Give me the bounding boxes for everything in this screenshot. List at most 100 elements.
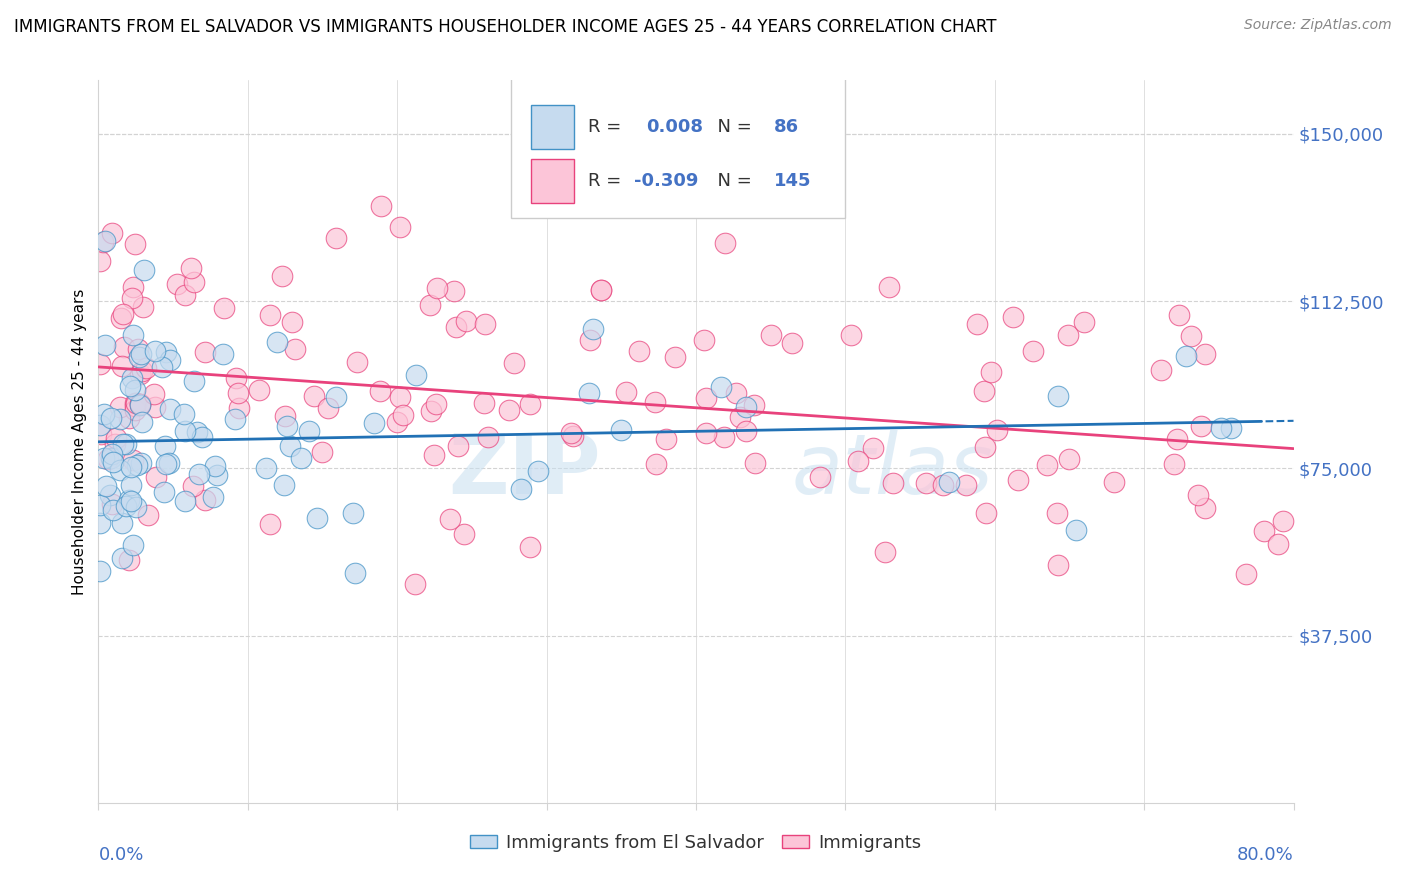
Point [128,399,150,413]
Point [404,577,426,591]
Point [228,401,250,415]
Point [111,516,134,531]
Point [259,308,281,322]
Point [305,510,328,524]
Point [875,545,897,559]
Point [609,423,631,437]
Point [561,429,583,443]
Point [121,371,143,385]
Point [89,516,111,531]
Point [1046,506,1069,520]
Point [136,508,159,522]
Point [226,385,249,400]
Point [89,498,111,512]
Point [122,279,145,293]
Point [616,385,638,400]
Point [111,359,134,374]
Point [862,441,884,455]
FancyBboxPatch shape [510,77,845,218]
Point [591,283,613,297]
Point [510,482,533,496]
Point [579,333,602,347]
Point [186,425,208,439]
Point [325,390,347,404]
Point [97,452,120,467]
Point [174,494,197,508]
Point [108,412,131,426]
Point [157,456,180,470]
Point [121,328,143,343]
Point [1180,329,1202,343]
Text: 80.0%: 80.0% [1237,847,1294,864]
Point [405,368,427,382]
Point [1073,315,1095,329]
Point [582,321,605,335]
Point [1194,347,1216,361]
Point [1056,328,1078,343]
Point [645,457,668,471]
Point [454,314,477,328]
Point [419,298,441,312]
Point [1035,458,1057,472]
Point [560,425,582,440]
Point [655,432,678,446]
Point [425,397,447,411]
Point [628,344,651,359]
Point [114,436,136,450]
Point [644,394,666,409]
Point [973,440,995,454]
Point [780,335,803,350]
Point [124,399,146,413]
Point [98,488,121,502]
Text: R =: R = [589,119,627,136]
Point [124,395,146,409]
Point [302,389,325,403]
Point [211,347,233,361]
Point [101,447,124,461]
Point [118,553,141,567]
Point [423,448,446,462]
Point [1047,558,1070,573]
Point [202,490,225,504]
Point [89,357,111,371]
Point [125,500,148,514]
Point [695,391,717,405]
Point [1209,421,1232,435]
Point [388,390,411,404]
Point [89,254,111,268]
Point [453,526,475,541]
Text: atlas: atlas [792,430,993,511]
Point [174,288,197,302]
Point [128,351,150,365]
Point [311,445,333,459]
Point [89,427,111,442]
Point [281,315,304,329]
Point [266,335,288,350]
Point [474,317,496,331]
Text: IMMIGRANTS FROM EL SALVADOR VS IMMIGRANTS HOUSEHOLDER INCOME AGES 25 - 44 YEARS : IMMIGRANTS FROM EL SALVADOR VS IMMIGRANT… [14,18,997,36]
Point [129,457,152,471]
Point [89,564,111,578]
Point [1163,457,1185,471]
Point [122,453,145,467]
Point [194,492,217,507]
Point [759,327,782,342]
Point [724,385,747,400]
Point [986,423,1008,437]
Point [472,395,495,409]
Point [93,407,115,421]
Point [274,409,297,423]
Point [955,477,977,491]
Point [526,464,548,478]
Point [519,397,541,411]
Point [1102,475,1125,490]
Point [259,516,281,531]
Point [728,410,751,425]
Point [254,461,277,475]
Point [115,499,138,513]
Point [110,310,132,325]
Point [1001,310,1024,325]
FancyBboxPatch shape [531,105,574,149]
Text: 145: 145 [773,172,811,190]
Point [503,356,526,370]
